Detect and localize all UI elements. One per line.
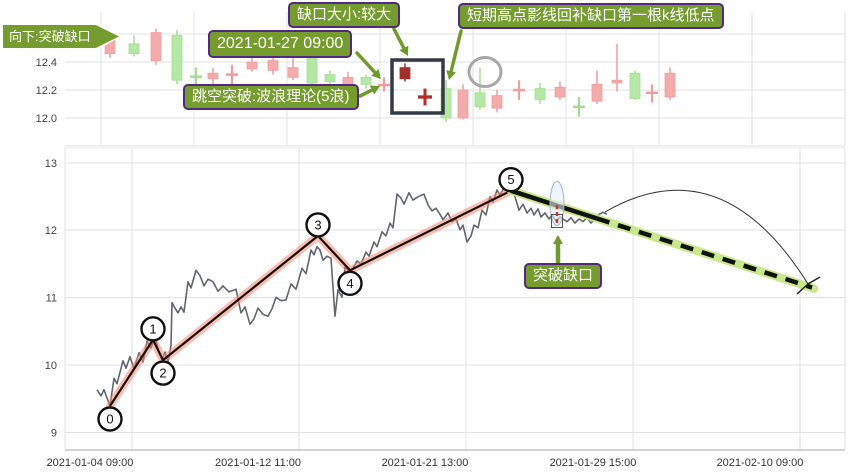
wave-point-4: 4 (337, 270, 363, 297)
wave-point-0: 0 (97, 406, 123, 432)
gap-highlight-box (390, 58, 445, 115)
svg-text:13: 13 (45, 158, 57, 170)
svg-text:5: 5 (507, 172, 514, 187)
breakout-gap-label: 突破缺口 (524, 263, 603, 290)
svg-text:10: 10 (45, 360, 57, 372)
svg-text:2021-01-12 11:00: 2021-01-12 11:00 (215, 457, 301, 469)
projection-arc (604, 189, 809, 285)
svg-text:2021-01-04 09:00: 2021-01-04 09:00 (47, 457, 134, 469)
svg-text:2021-02-10 09:00: 2021-02-10 09:00 (717, 457, 804, 469)
gap-ellipse (549, 181, 565, 226)
candlestick-series (86, 28, 676, 123)
wave-point-5: 5 (498, 166, 524, 193)
svg-text:3: 3 (314, 217, 321, 232)
shadow-fill-note-label: 短期高点影线回补缺口第一根k线低点 (458, 3, 724, 30)
gap-timestamp-label: 2021-01-27 09:00 (208, 30, 353, 58)
svg-text:1: 1 (149, 321, 156, 336)
gap-size-label: 缺口大小:较大 (288, 2, 401, 29)
svg-text:9: 9 (51, 428, 57, 440)
gap-marker (549, 181, 565, 265)
top-annotations (355, 27, 503, 115)
svg-text:4: 4 (346, 276, 353, 291)
wave-point-3: 3 (305, 212, 331, 238)
svg-text:12.4: 12.4 (36, 57, 57, 69)
svg-text:2021-01-29 15:00: 2021-01-29 15:00 (550, 457, 637, 469)
wave-line (106, 186, 515, 410)
svg-text:12: 12 (45, 225, 57, 237)
svg-text:2: 2 (159, 366, 166, 381)
svg-text:2021-01-21 13:00: 2021-01-21 13:00 (382, 457, 469, 469)
wave-point-1: 1 (140, 316, 166, 342)
svg-text:12.2: 12.2 (36, 85, 57, 97)
gap-breakout-wave-label: 跳空突破:波浪理论(5浪) (183, 84, 359, 111)
svg-text:12.0: 12.0 (36, 113, 57, 125)
svg-text:11: 11 (46, 293, 57, 305)
svg-text:0: 0 (106, 412, 113, 427)
shadow-circle-marker (467, 56, 503, 88)
wave-point-markers: 0 1 2 3 4 5 (97, 166, 524, 432)
wave-point-2: 2 (150, 360, 176, 386)
down-gap-flag-callout: 向下:突破缺口 (3, 25, 119, 48)
